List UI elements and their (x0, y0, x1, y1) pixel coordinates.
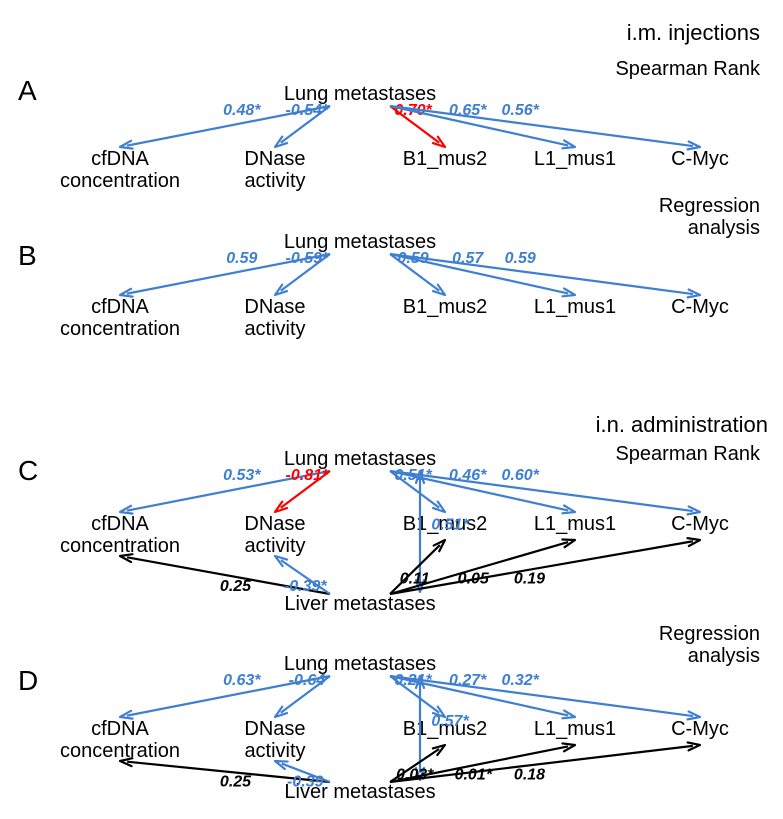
node-label: cfDNAconcentration (60, 296, 180, 340)
node-label: L1_mus1 (534, 718, 616, 740)
edge-label: 0.53* (223, 467, 261, 484)
edge-label: -0.59* (286, 250, 329, 267)
node-label: C-Myc (671, 296, 729, 318)
edge-label: 0.59 (226, 250, 257, 267)
node-label: cfDNAconcentration (60, 513, 180, 557)
node-label: DNaseactivity (244, 718, 305, 762)
edge-label: 0.60* (502, 467, 540, 484)
edge-label: -0.54* (286, 102, 329, 119)
edge-label: 0.19 (514, 571, 545, 588)
panel-letter-C: C (18, 455, 38, 486)
header-regression_bot_1: Regression (659, 623, 760, 645)
panel-letter-A: A (18, 75, 37, 106)
diagram-canvas: i.m. injections i.n. administration Spearm… (0, 0, 783, 819)
header-in: i.n. administration (596, 412, 768, 437)
edge-label: 0.48* (223, 102, 261, 119)
edge-label: -0.39 (287, 774, 324, 791)
edge-label: 0.57* (431, 713, 469, 730)
edge-label: 0.56* (502, 102, 540, 119)
header-regression_bot_2: analysis (688, 645, 760, 667)
node-label: L1_mus1 (534, 148, 616, 170)
header-regression_top_1: Regression (659, 195, 760, 217)
node-label: L1_mus1 (534, 513, 616, 535)
node-label: C-Myc (671, 148, 729, 170)
node-label: DNaseactivity (244, 148, 305, 192)
node-label: cfDNAconcentration (60, 148, 180, 192)
node-label: C-Myc (671, 513, 729, 535)
header-spearman_bot: Spearman Rank (615, 443, 761, 465)
edge-label: 0.32* (502, 672, 540, 689)
panel-letter-D: D (18, 665, 38, 696)
edge-label: -0.39* (284, 578, 327, 595)
edge-label: 0.01* (455, 766, 493, 783)
edge-label: 0.18 (514, 766, 545, 783)
node-label: Liver metastases (284, 593, 435, 615)
edge-label: 0.25 (220, 774, 252, 791)
node-label: B1_mus2 (403, 148, 488, 170)
edge-label: 0.63* (223, 672, 261, 689)
node-label: B1_mus2 (403, 296, 488, 318)
edge-label: 0.25 (220, 578, 252, 595)
edge-label: -0.81* (286, 467, 329, 484)
node-label: C-Myc (671, 718, 729, 740)
edge-label: 0.59 (505, 250, 536, 267)
node-label: DNaseactivity (244, 296, 305, 340)
header-regression_top_2: analysis (688, 217, 760, 239)
node-label: DNaseactivity (244, 513, 305, 557)
header-im: i.m. injections (627, 20, 760, 45)
panel-letter-B: B (18, 240, 37, 271)
edge-label: -0.64 (289, 672, 326, 689)
header-spearman_top: Spearman Rank (615, 58, 761, 80)
edge-label: 0.11 (400, 571, 430, 588)
node-label: cfDNAconcentration (60, 718, 180, 762)
edge-label: 0.51* (431, 517, 469, 534)
node-label: L1_mus1 (534, 296, 616, 318)
